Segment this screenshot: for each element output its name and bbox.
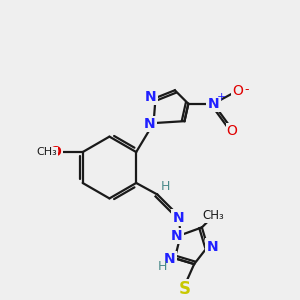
Text: N: N: [207, 240, 218, 254]
Text: N: N: [173, 211, 184, 225]
Text: H: H: [160, 180, 170, 193]
Text: O: O: [232, 84, 243, 98]
Text: -: -: [244, 83, 249, 96]
Text: N: N: [144, 117, 155, 131]
Text: N: N: [145, 90, 157, 104]
Text: O: O: [226, 124, 237, 138]
Text: S: S: [178, 280, 190, 298]
Text: N: N: [164, 252, 176, 266]
Text: O: O: [50, 145, 62, 159]
Text: CH₃: CH₃: [36, 147, 57, 157]
Text: CH₃: CH₃: [202, 209, 224, 222]
Text: N: N: [208, 97, 219, 111]
Text: H: H: [158, 260, 167, 272]
Text: +: +: [217, 92, 226, 102]
Text: N: N: [171, 229, 183, 243]
